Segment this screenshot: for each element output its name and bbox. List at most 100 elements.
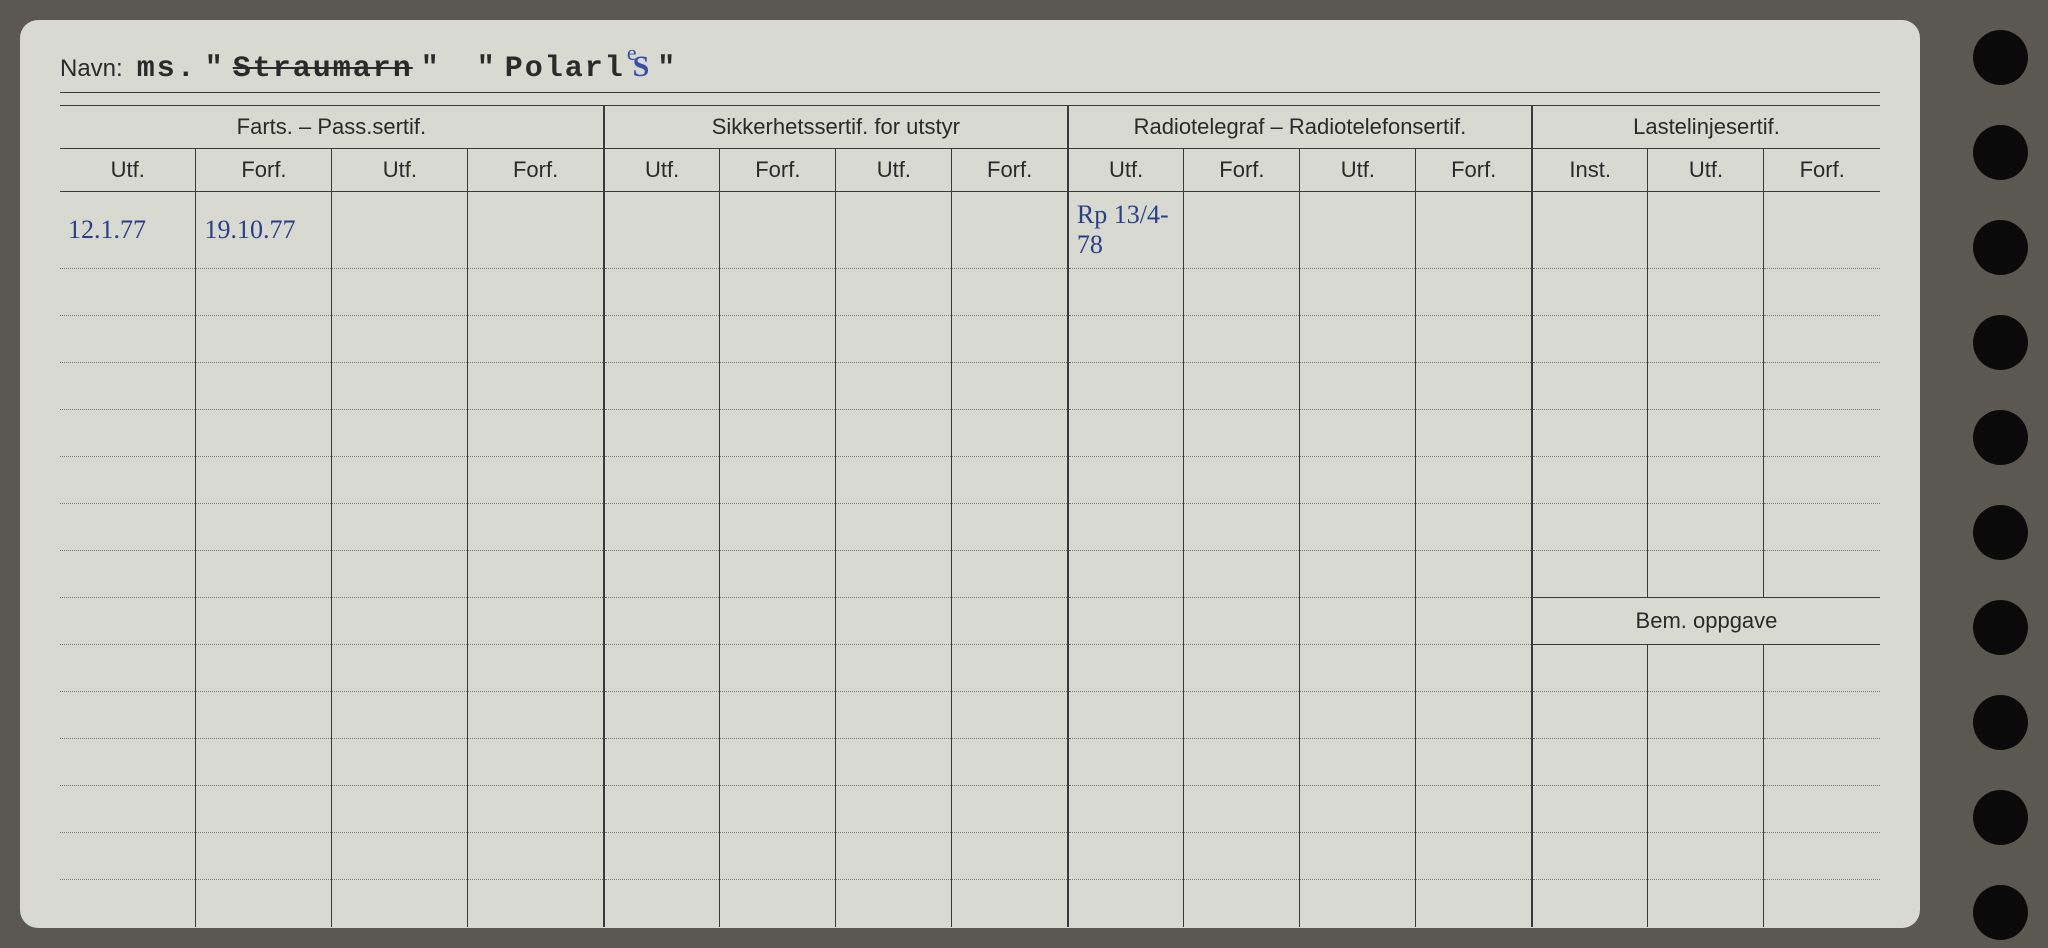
cell <box>196 786 332 833</box>
cell <box>60 645 196 692</box>
cell: 12.1.77 <box>60 192 196 269</box>
cell <box>1184 269 1300 316</box>
cell <box>720 316 836 363</box>
col-utf: Utf. <box>1648 149 1764 192</box>
cell <box>1764 316 1880 363</box>
cell <box>1184 786 1300 833</box>
cell <box>720 880 836 927</box>
cell <box>1184 692 1300 739</box>
cell <box>952 504 1068 551</box>
cell <box>60 786 196 833</box>
cell <box>1300 504 1416 551</box>
cell <box>1416 833 1532 880</box>
cell <box>1532 786 1648 833</box>
quote: " <box>657 52 677 86</box>
cell <box>332 457 468 504</box>
cell <box>1300 833 1416 880</box>
cell <box>604 598 720 645</box>
cell <box>1648 457 1764 504</box>
cell <box>952 833 1068 880</box>
col-forf: Forf. <box>1416 149 1532 192</box>
cell <box>1648 410 1764 457</box>
cell <box>836 598 952 645</box>
cell <box>1532 551 1648 598</box>
cell <box>1648 316 1764 363</box>
col-forf: Forf. <box>1184 149 1300 192</box>
cell <box>1764 269 1880 316</box>
cell <box>1068 786 1184 833</box>
cell <box>332 504 468 551</box>
binder-hole <box>1973 410 2028 465</box>
group-sikkerhet: Sikkerhetssertif. for utstyr <box>604 106 1068 149</box>
cell <box>604 551 720 598</box>
cell <box>1068 645 1184 692</box>
cell <box>1764 786 1880 833</box>
cell <box>468 598 604 645</box>
cell <box>952 269 1068 316</box>
sub-header-row: Utf. Forf. Utf. Forf. Utf. Forf. Utf. Fo… <box>60 149 1880 192</box>
cell <box>468 880 604 927</box>
cell <box>1648 739 1764 786</box>
cell <box>952 645 1068 692</box>
cell <box>196 880 332 927</box>
navn-label: Navn: <box>60 55 123 83</box>
cell <box>836 269 952 316</box>
cell <box>836 363 952 410</box>
cell <box>1184 551 1300 598</box>
cell <box>1300 739 1416 786</box>
cell <box>1648 786 1764 833</box>
cell <box>720 645 836 692</box>
cell <box>1532 192 1648 269</box>
cell <box>952 598 1068 645</box>
binder-hole <box>1973 30 2028 85</box>
cell <box>1532 457 1648 504</box>
cell <box>332 739 468 786</box>
cell <box>60 551 196 598</box>
cell <box>196 504 332 551</box>
cell <box>1764 363 1880 410</box>
cell <box>1532 739 1648 786</box>
group-header-row: Farts. – Pass.sertif. Sikkerhetssertif. … <box>60 106 1880 149</box>
cell <box>836 692 952 739</box>
cell <box>60 739 196 786</box>
cell <box>720 192 836 269</box>
cell <box>1068 269 1184 316</box>
cell <box>468 645 604 692</box>
cell <box>1764 645 1880 692</box>
binder-hole <box>1973 125 2028 180</box>
cell <box>60 880 196 927</box>
cell <box>1300 363 1416 410</box>
cell <box>1184 504 1300 551</box>
cell <box>836 551 952 598</box>
table-row: 12.1.7719.10.77Rp 13/4-78 <box>60 192 1880 269</box>
cell <box>468 786 604 833</box>
cell <box>1416 692 1532 739</box>
cell <box>1416 645 1532 692</box>
cell <box>1532 692 1648 739</box>
cell <box>1648 551 1764 598</box>
cell <box>1184 645 1300 692</box>
cell <box>468 739 604 786</box>
cell <box>1068 833 1184 880</box>
col-utf: Utf. <box>1300 149 1416 192</box>
cell <box>720 457 836 504</box>
cell <box>1300 692 1416 739</box>
cell <box>720 551 836 598</box>
cell <box>720 410 836 457</box>
cell <box>1068 316 1184 363</box>
cell <box>1764 551 1880 598</box>
binder-hole <box>1973 790 2028 845</box>
cell <box>604 739 720 786</box>
table-row <box>60 316 1880 363</box>
cell <box>836 645 952 692</box>
cell <box>836 457 952 504</box>
cell <box>196 363 332 410</box>
table-body: 12.1.7719.10.77Rp 13/4-78Bem. oppgave <box>60 192 1880 927</box>
binder-hole <box>1973 315 2028 370</box>
cell <box>1416 316 1532 363</box>
cell <box>1300 457 1416 504</box>
cell <box>1184 316 1300 363</box>
navn-prefix: ms. <box>137 52 197 86</box>
col-utf: Utf. <box>332 149 468 192</box>
cell <box>332 692 468 739</box>
